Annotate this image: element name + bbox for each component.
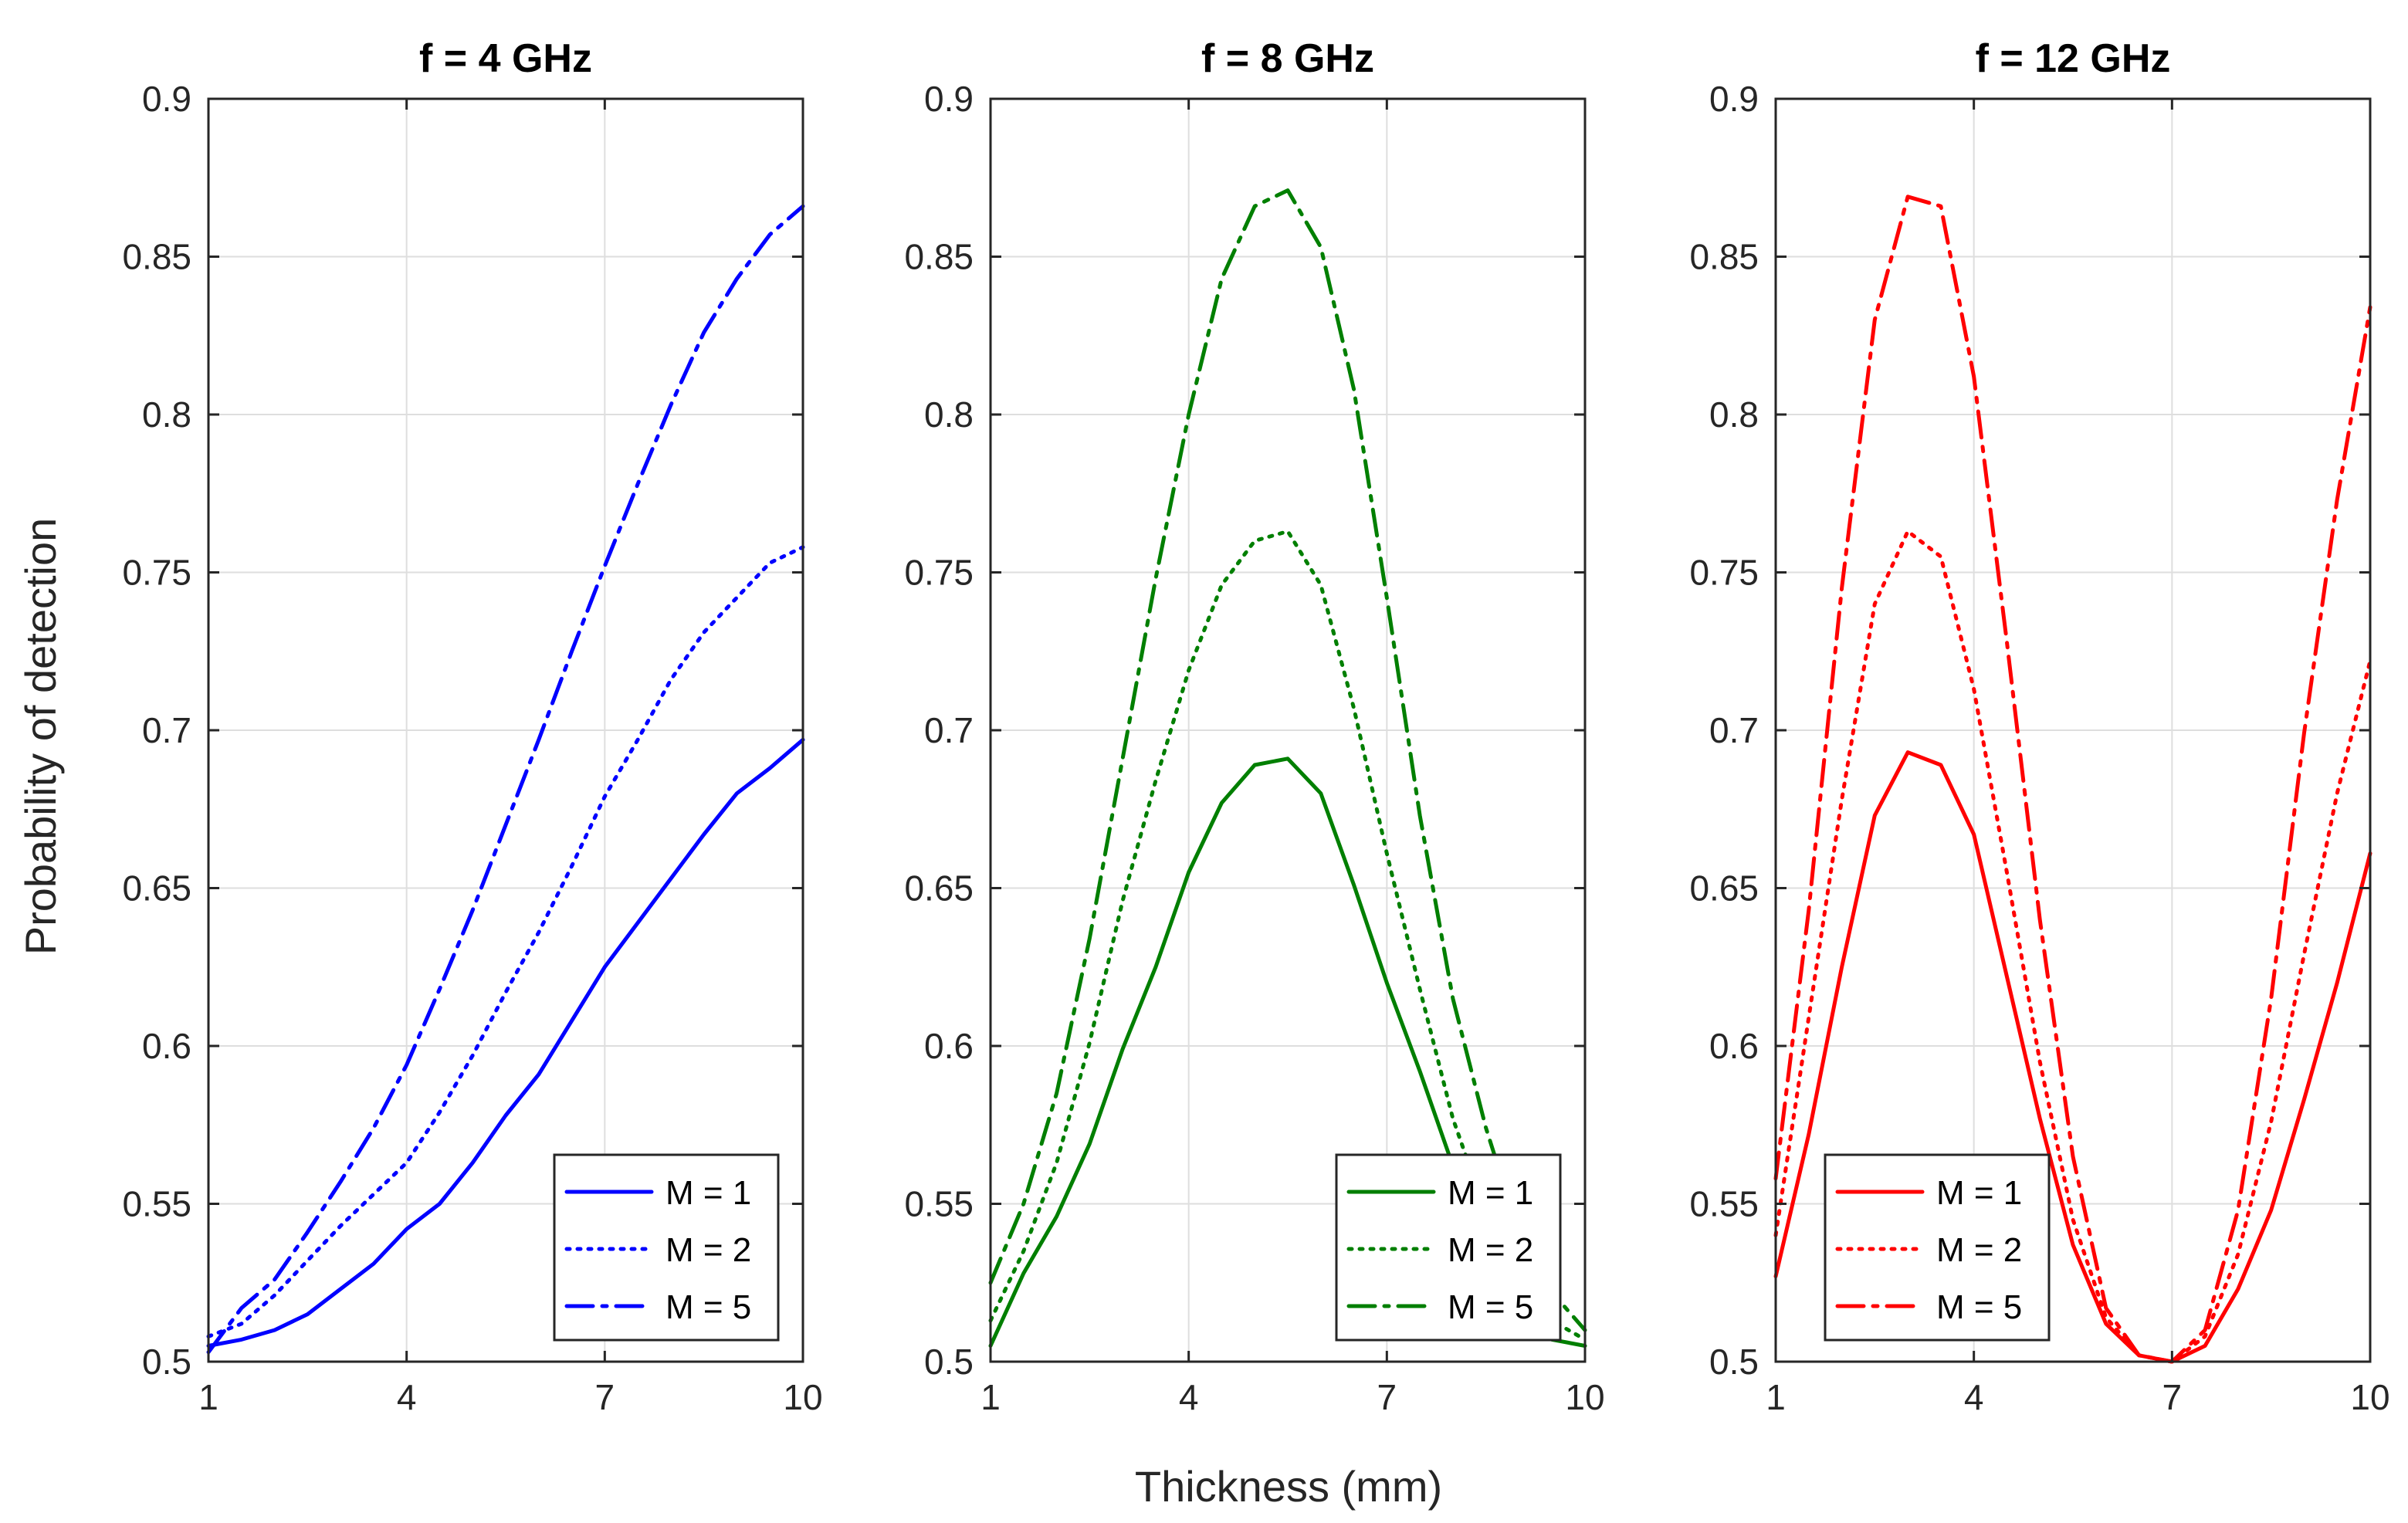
y-tick-label: 0.55 (904, 1184, 974, 1224)
y-tick-label: 0.85 (904, 237, 974, 277)
legend-label: M = 2 (666, 1231, 751, 1269)
y-tick-label: 0.7 (924, 710, 974, 750)
y-tick-label: 0.9 (142, 79, 191, 119)
legend-label: M = 2 (1936, 1231, 2022, 1269)
legend-label: M = 2 (1448, 1231, 1533, 1269)
y-tick-label: 0.75 (122, 553, 191, 593)
x-tick-label: 7 (595, 1377, 615, 1417)
y-tick-label: 0.9 (924, 79, 974, 119)
x-tick-label: 7 (2162, 1377, 2183, 1417)
y-tick-label: 0.65 (904, 868, 974, 909)
y-tick-label: 0.5 (924, 1342, 974, 1382)
x-tick-label: 4 (1964, 1377, 1984, 1417)
y-tick-label: 0.65 (1689, 868, 1759, 909)
x-axis-label: Thickness (mm) (1135, 1462, 1442, 1511)
y-tick-label: 0.8 (1709, 394, 1759, 435)
y-tick-label: 0.9 (1709, 79, 1759, 119)
x-tick-label: 7 (1377, 1377, 1397, 1417)
y-tick-label: 0.65 (122, 868, 191, 909)
legend-label: M = 5 (1936, 1288, 2022, 1326)
legend-label: M = 1 (1448, 1174, 1533, 1212)
x-tick-label: 10 (783, 1377, 822, 1417)
panel-3: 0.5 0.55 0.6 0.65 0.7 0.75 0.8 0.85 0.9 1 4 7 10 f = … (1689, 36, 2389, 1417)
legend: M = 1 M = 2 M = 5 (1825, 1155, 2049, 1340)
figure: 0.5 0.55 0.6 0.65 0.7 0.75 0.8 0.85 0.9 1 4 7 10 f = … (0, 0, 2408, 1523)
y-tick-label: 0.75 (1689, 553, 1759, 593)
legend: M = 1 M = 2 M = 5 (1336, 1155, 1560, 1340)
y-tick-label: 0.5 (1709, 1342, 1759, 1382)
x-tick-label: 10 (1565, 1377, 1604, 1417)
panel-title: f = 12 GHz (1976, 36, 2171, 81)
x-tick-label: 1 (198, 1377, 218, 1417)
y-tick-label: 0.6 (1709, 1026, 1759, 1066)
x-tick-label: 4 (397, 1377, 417, 1417)
y-tick-label: 0.8 (142, 394, 191, 435)
panel-title: f = 4 GHz (419, 36, 592, 81)
y-tick-label: 0.8 (924, 394, 974, 435)
y-tick-label: 0.55 (122, 1184, 191, 1224)
legend: M = 1 M = 2 M = 5 (554, 1155, 778, 1340)
x-tick-label: 4 (1179, 1377, 1199, 1417)
legend-label: M = 5 (666, 1288, 751, 1326)
x-tick-label: 10 (2350, 1377, 2389, 1417)
legend-label: M = 1 (1936, 1174, 2022, 1212)
y-axis-label: Probability of detection (16, 518, 65, 956)
panels: 0.5 0.55 0.6 0.65 0.7 0.75 0.8 0.85 0.9 1 4 7 10 f = … (122, 36, 2389, 1417)
y-tick-label: 0.7 (1709, 710, 1759, 750)
y-tick-label: 0.6 (924, 1026, 974, 1066)
y-tick-label: 0.7 (142, 710, 191, 750)
y-tick-label: 0.5 (142, 1342, 191, 1382)
panel-title: f = 8 GHz (1201, 36, 1374, 81)
panel-1: 0.5 0.55 0.6 0.65 0.7 0.75 0.8 0.85 0.9 1 4 7 10 f = … (122, 36, 822, 1417)
panel-2: 0.5 0.55 0.6 0.65 0.7 0.75 0.8 0.85 0.9 1 4 7 10 f = … (904, 36, 1604, 1417)
y-tick-label: 0.55 (1689, 1184, 1759, 1224)
x-tick-label: 1 (980, 1377, 1001, 1417)
y-tick-label: 0.75 (904, 553, 974, 593)
legend-label: M = 1 (666, 1174, 751, 1212)
y-tick-label: 0.6 (142, 1026, 191, 1066)
y-tick-label: 0.85 (122, 237, 191, 277)
legend-label: M = 5 (1448, 1288, 1533, 1326)
y-tick-label: 0.85 (1689, 237, 1759, 277)
x-tick-label: 1 (1766, 1377, 1786, 1417)
